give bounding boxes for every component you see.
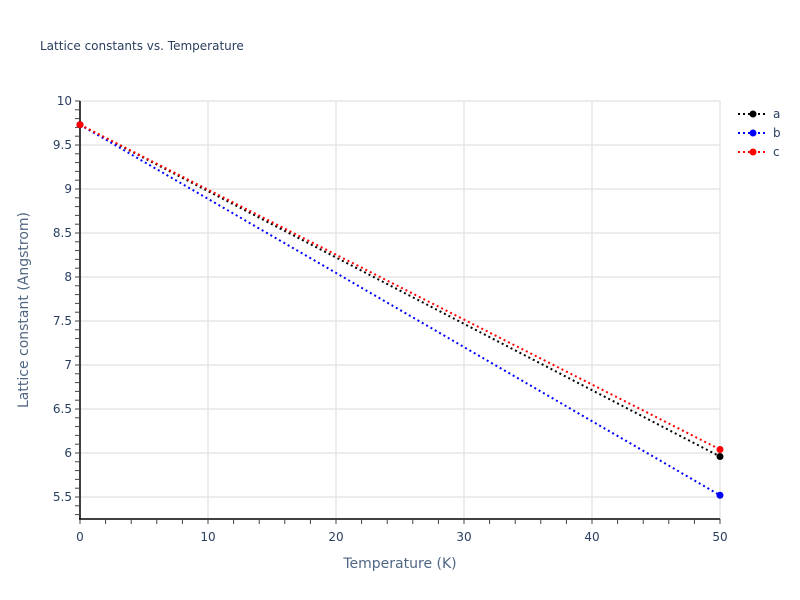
y-tick-label: 8 [64,270,72,284]
legend-marker-icon [749,110,757,118]
y-tick-label: 5.5 [53,490,72,504]
series-line [79,123,721,451]
x-axis-ticks: 0 10 20 30 40 50 [76,519,728,544]
series-line [79,123,721,497]
data-point-marker[interactable] [716,453,724,461]
legend-item-a[interactable]: a [738,107,780,121]
series-line [79,123,721,458]
x-tick-label: 10 [200,530,215,544]
x-tick-label: 20 [328,530,343,544]
x-tick-label: 50 [712,530,727,544]
y-tick-label: 10 [57,94,72,108]
x-tick-label: 40 [584,530,599,544]
y-tick-label: 9.5 [53,138,72,152]
legend-marker-icon [749,129,757,137]
data-point-marker[interactable] [716,491,724,499]
legend-label: b [773,126,781,140]
y-axis-ticks: 5.5 6 6.5 7 7.5 8 8.5 9 9.5 10 [53,94,80,516]
legend-item-c[interactable]: c [738,145,780,159]
y-tick-label: 7 [64,358,72,372]
series-b[interactable] [76,121,724,499]
legend-label: a [773,107,780,121]
y-tick-label: 6.5 [53,402,72,416]
data-point-marker[interactable] [76,121,84,129]
plot-series[interactable] [76,121,724,499]
y-tick-label: 7.5 [53,314,72,328]
data-point-marker[interactable] [716,445,724,453]
axes [79,101,720,520]
x-tick-label: 0 [76,530,84,544]
x-tick-label: 30 [456,530,471,544]
chart-title: Lattice constants vs. Temperature [40,39,244,53]
y-axis-title: Lattice constant (Angstrom) [16,212,32,408]
legend[interactable]: abc [738,107,781,159]
x-axis-title: Temperature (K) [342,556,456,572]
series-c[interactable] [76,121,724,453]
grid-lines [80,100,721,519]
legend-marker-icon [749,148,757,156]
legend-item-b[interactable]: b [738,126,781,140]
y-tick-label: 8.5 [53,226,72,240]
legend-label: c [773,145,780,159]
y-tick-label: 9 [64,182,72,196]
y-tick-label: 6 [64,446,72,460]
